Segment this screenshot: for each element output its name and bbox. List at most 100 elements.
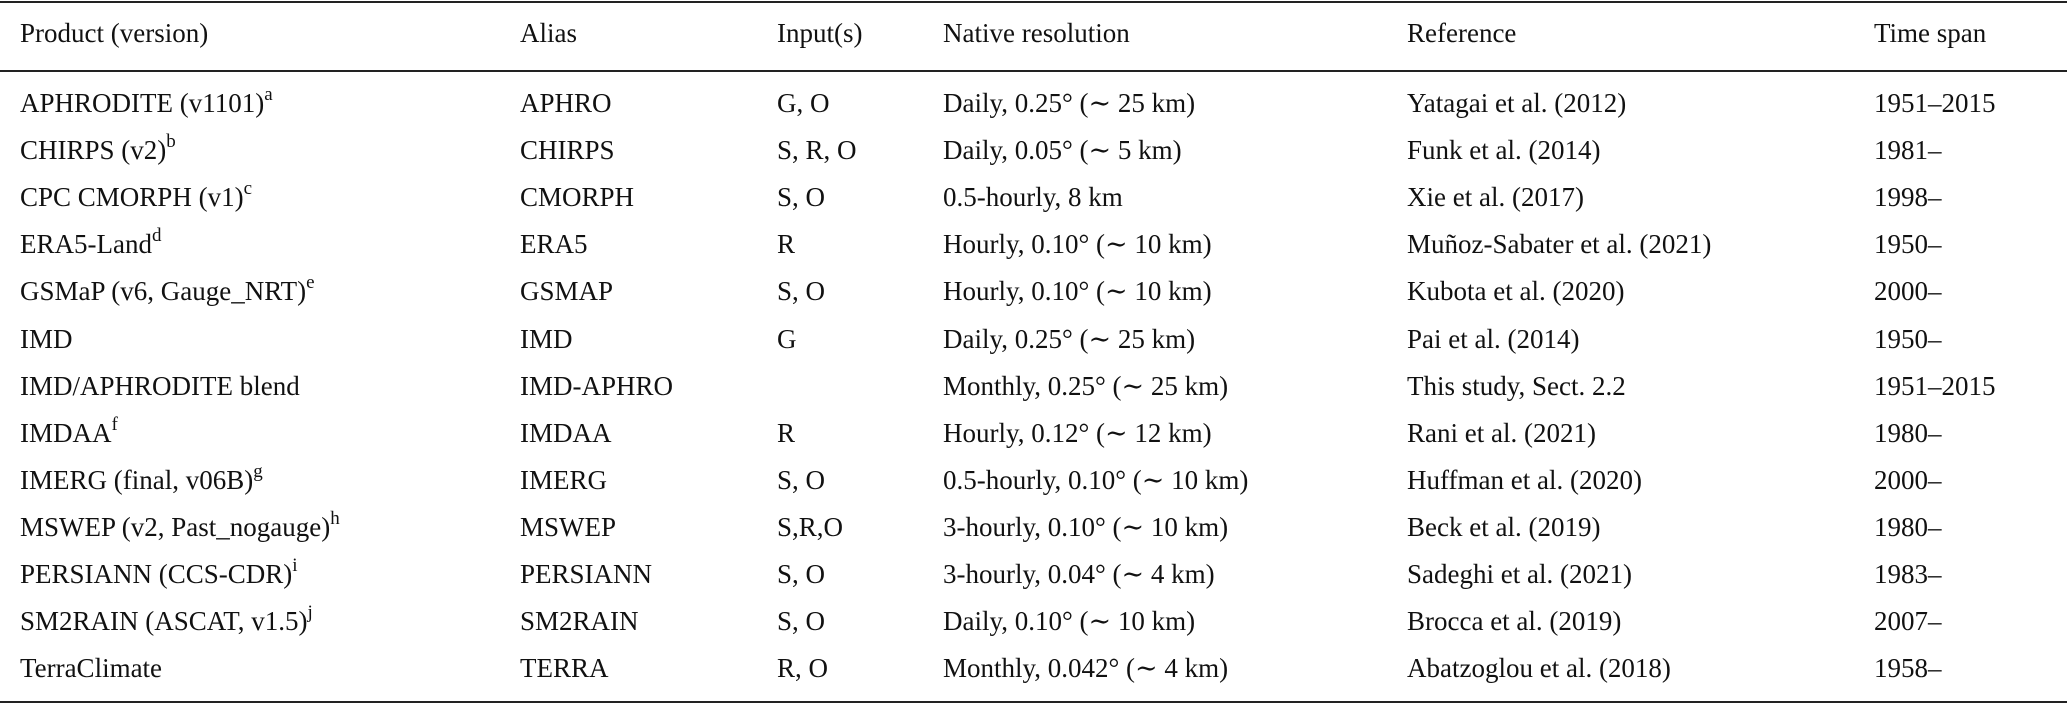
table-row: SM2RAIN (ASCAT, v1.5)j SM2RAIN S, O Daily, … <box>0 601 2067 641</box>
cell-inputs: S, O <box>777 460 825 500</box>
product-text: PERSIANN (CCS-CDR) <box>20 559 293 589</box>
alias-text: IMDAA <box>520 417 612 448</box>
cell-product: SM2RAIN (ASCAT, v1.5)j <box>20 601 313 641</box>
cell-resolution: Hourly, 0.12° (∼ 12 km) <box>943 413 1212 453</box>
reference-text: Beck et al. (2019) <box>1407 511 1601 542</box>
span-text: 2000– <box>1874 276 1942 307</box>
table-row: IMD/APHRODITE blend IMD-APHRO Monthly, 0.2… <box>0 366 2067 406</box>
resolution-text: Monthly, 0.25° (∼ 25 km) <box>943 370 1229 401</box>
reference-text: Funk et al. (2014) <box>1407 135 1601 166</box>
reference-text: Rani et al. (2021) <box>1407 417 1596 448</box>
footnote-marker: a <box>264 84 273 105</box>
cell-reference: This study, Sect. 2.2 <box>1407 366 1626 406</box>
product-text: CHIRPS (v2) <box>20 135 167 166</box>
header-resolution: Native resolution <box>943 18 1130 48</box>
cell-inputs: S, O <box>777 177 825 217</box>
resolution-text: 0.5-hourly, 0.10° (∼ 10 km) <box>943 464 1249 495</box>
table-row: IMERG (final, v06B)g IMERG S, O 0.5-hourly,… <box>0 460 2067 500</box>
cell-reference: Beck et al. (2019) <box>1407 507 1600 547</box>
header-product: Product (version) <box>20 18 209 48</box>
cell-span: 1980– <box>1874 507 1942 547</box>
product-text: CPC CMORPH (v1) <box>20 182 244 213</box>
inputs-text: S, O <box>777 276 826 307</box>
cell-alias: MSWEP <box>520 507 616 547</box>
cell-reference: Abatzoglou et al. (2018) <box>1407 648 1671 688</box>
product-text: TerraClimate <box>20 653 163 684</box>
cell-product: CPC CMORPH (v1)c <box>20 177 252 217</box>
footnote-marker: j <box>307 602 313 624</box>
cell-product: IMERG (final, v06B)g <box>20 460 263 500</box>
inputs-text: S, O <box>777 182 826 213</box>
table-row: TerraClimate TERRA R, O Monthly, 0.042° (∼ … <box>0 648 2067 688</box>
footnote-marker: d <box>151 225 162 247</box>
resolution-text: Daily, 0.25° (∼ 25 km) <box>943 88 1196 118</box>
alias-text: IMD <box>520 323 573 354</box>
cell-span: 1983– <box>1874 554 1942 594</box>
resolution-text: Hourly, 0.10° (∼ 10 km) <box>943 229 1212 260</box>
footnote-marker: h <box>330 507 340 529</box>
product-text: MSWEP (v2, Past_nogauge) <box>20 511 331 542</box>
cell-product: GSMaP (v6, Gauge_NRT)e <box>20 271 315 311</box>
cell-reference: Yatagai et al. (2012) <box>1407 83 1626 123</box>
alias-text: CHIRPS <box>520 135 615 166</box>
inputs-text: G, O <box>777 88 830 118</box>
cell-inputs: S, O <box>777 601 825 641</box>
top-rule <box>0 1 2067 3</box>
resolution-text: Hourly, 0.10° (∼ 10 km) <box>943 276 1212 307</box>
header-time-span: Time span <box>1874 18 1987 48</box>
resolution-text: 3-hourly, 0.04° (∼ 4 km) <box>943 559 1215 589</box>
cell-product: MSWEP (v2, Past_nogauge)h <box>20 507 340 547</box>
cell-alias: IMERG <box>520 460 607 500</box>
product-text: APHRODITE (v1101) <box>20 88 265 118</box>
span-text: 1950– <box>1874 323 1942 354</box>
header-inputs: Input(s) <box>777 18 863 48</box>
reference-text: Xie et al. (2017) <box>1407 182 1584 213</box>
cell-product: IMD/APHRODITE blend <box>20 366 300 406</box>
alias-text: TERRA <box>520 653 609 684</box>
span-text: 1981– <box>1874 135 1942 166</box>
cell-product: IMD <box>20 319 73 359</box>
cell-resolution: Monthly, 0.25° (∼ 25 km) <box>943 366 1228 406</box>
product-text: IMD <box>20 323 73 354</box>
span-text: 1958– <box>1874 653 1942 684</box>
table-row: APHRODITE (v1101)a APHRO G, O Daily, 0.25° … <box>0 83 2067 123</box>
footnote-marker: i <box>292 555 298 576</box>
cell-reference: Rani et al. (2021) <box>1407 413 1596 453</box>
cell-alias: PERSIANN <box>520 554 652 594</box>
cell-reference: Sadeghi et al. (2021) <box>1407 554 1632 594</box>
cell-span: 1998– <box>1874 177 1942 217</box>
cell-span: 1958– <box>1874 648 1942 688</box>
bottom-rule <box>0 701 2067 703</box>
reference-text: Muñoz-Sabater et al. (2021) <box>1407 229 1712 260</box>
footnote-marker: b <box>166 131 176 153</box>
table-row: MSWEP (v2, Past_nogauge)h MSWEP S,R,O 3-hou… <box>0 507 2067 547</box>
cell-resolution: Daily, 0.25° (∼ 25 km) <box>943 319 1195 359</box>
cell-reference: Xie et al. (2017) <box>1407 177 1584 217</box>
cell-inputs: R <box>777 413 795 453</box>
cell-alias: GSMAP <box>520 271 613 311</box>
cell-inputs: S, O <box>777 271 825 311</box>
cell-reference: Huffman et al. (2020) <box>1407 460 1642 500</box>
cell-product: PERSIANN (CCS-CDR)i <box>20 554 298 594</box>
cell-alias: IMDAA <box>520 413 612 453</box>
resolution-text: Daily, 0.05° (∼ 5 km) <box>943 135 1182 166</box>
product-text: IMDAA <box>20 417 112 448</box>
reference-text: Yatagai et al. (2012) <box>1407 88 1627 118</box>
alias-text: ERA5 <box>520 229 588 260</box>
span-text: 1980– <box>1874 511 1942 542</box>
cell-resolution: 0.5-hourly, 0.10° (∼ 10 km) <box>943 460 1248 500</box>
cell-inputs: S, R, O <box>777 130 857 170</box>
cell-resolution: Daily, 0.05° (∼ 5 km) <box>943 130 1182 170</box>
cell-resolution: Monthly, 0.042° (∼ 4 km) <box>943 648 1228 688</box>
resolution-text: 3-hourly, 0.10° (∼ 10 km) <box>943 511 1229 542</box>
cell-resolution: 3-hourly, 0.10° (∼ 10 km) <box>943 507 1228 547</box>
cell-alias: APHRO <box>520 83 612 123</box>
cell-reference: Funk et al. (2014) <box>1407 130 1600 170</box>
cell-alias: TERRA <box>520 648 609 688</box>
span-text: 2000– <box>1874 464 1942 495</box>
resolution-text: Monthly, 0.042° (∼ 4 km) <box>943 653 1229 684</box>
inputs-text: G <box>777 323 797 354</box>
table-row: ERA5-Landd ERA5 R Hourly, 0.10° (∼ 10 km) Mu… <box>0 224 2067 264</box>
alias-text: GSMAP <box>520 276 614 307</box>
cell-resolution: Daily, 0.10° (∼ 10 km) <box>943 601 1195 641</box>
